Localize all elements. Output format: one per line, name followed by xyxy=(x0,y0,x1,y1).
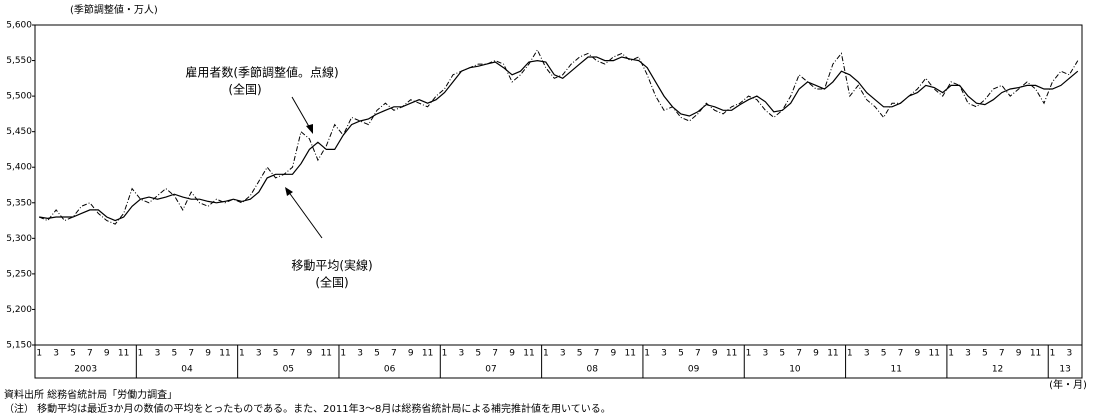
y-tick-label: 5,500 xyxy=(6,92,32,102)
y-tick-label: 5,450 xyxy=(6,127,32,137)
x-tick-label: 9 xyxy=(307,349,313,359)
arrow-head xyxy=(285,187,293,196)
x-tick-label: 11 xyxy=(929,349,940,359)
unit-label: (季節調整値・万人) xyxy=(70,3,158,16)
x-tick-label: 3 xyxy=(1066,349,1072,359)
x-tick-label: 1 xyxy=(138,349,144,359)
x-tick-label: 9 xyxy=(509,349,515,359)
x-tick-label: 7 xyxy=(898,349,904,359)
annotation: 移動平均(実線) xyxy=(291,258,372,273)
x-tick-label: 7 xyxy=(391,349,397,359)
x-tick-label: 3 xyxy=(53,349,59,359)
x-tick-label: 9 xyxy=(408,349,414,359)
x-tick-label: 7 xyxy=(594,349,600,359)
x-tick-label: 9 xyxy=(205,349,211,359)
x-tick-label: 11 xyxy=(625,349,636,359)
year-label: 13 xyxy=(1059,365,1070,375)
x-tick-label: 5 xyxy=(779,349,785,359)
y-tick-label: 5,550 xyxy=(6,56,32,66)
annotation-arrow xyxy=(291,96,312,131)
x-tick-label: 1 xyxy=(1050,349,1056,359)
y-tick-label: 5,150 xyxy=(6,341,32,351)
year-label: 2003 xyxy=(74,365,97,375)
x-tick-label: 11 xyxy=(321,349,332,359)
x-tick-label: 3 xyxy=(459,349,465,359)
series-line xyxy=(39,48,1079,225)
y-tick-label: 5,300 xyxy=(6,234,32,244)
x-tick-label: 3 xyxy=(256,349,262,359)
x-tick-label: 3 xyxy=(155,349,161,359)
year-label: 09 xyxy=(688,365,700,375)
x-tick-label: 11 xyxy=(523,349,534,359)
x-tick-label: 1 xyxy=(847,349,853,359)
annotation: 雇用者数(季節調整値。点線) xyxy=(185,65,338,80)
x-unit-label: (年・月) xyxy=(1049,378,1087,391)
x-tick-label: 11 xyxy=(422,349,433,359)
x-tick-label: 1 xyxy=(543,349,549,359)
annotation: (全国) xyxy=(228,82,261,97)
x-tick-label: 9 xyxy=(712,349,718,359)
x-tick-label: 3 xyxy=(864,349,870,359)
y-tick-label: 5,250 xyxy=(6,269,32,279)
x-tick-label: 3 xyxy=(357,349,363,359)
x-tick-label: 11 xyxy=(118,349,129,359)
x-tick-label: 9 xyxy=(914,349,920,359)
x-tick-label: 5 xyxy=(982,349,988,359)
series-line xyxy=(39,56,1079,222)
x-tick-label: 1 xyxy=(442,349,448,359)
x-tick-label: 5 xyxy=(171,349,177,359)
x-tick-label: 9 xyxy=(813,349,819,359)
annotation-arrow xyxy=(287,190,323,239)
x-tick-label: 5 xyxy=(678,349,684,359)
x-tick-label: 5 xyxy=(273,349,279,359)
x-tick-label: 11 xyxy=(1030,349,1041,359)
x-tick-label: 3 xyxy=(560,349,566,359)
x-tick-label: 5 xyxy=(881,349,887,359)
y-tick-label: 5,600 xyxy=(6,21,32,31)
x-tick-label: 7 xyxy=(999,349,1005,359)
note: （注） 移動平均は最近3か月の数値の平均をとったものである。また、2011年3～… xyxy=(4,402,611,415)
x-axis-box xyxy=(34,344,1083,379)
annotation: (全国) xyxy=(315,275,348,290)
y-tick-label: 5,400 xyxy=(6,163,32,173)
x-tick-label: 5 xyxy=(475,349,481,359)
year-label: 12 xyxy=(992,365,1003,375)
x-tick-label: 5 xyxy=(70,349,76,359)
x-tick-label: 9 xyxy=(611,349,617,359)
y-tick-label: 5,350 xyxy=(6,198,32,208)
x-tick-label: 7 xyxy=(492,349,498,359)
x-tick-label: 3 xyxy=(762,349,768,359)
x-tick-label: 3 xyxy=(965,349,971,359)
arrow-head xyxy=(306,124,313,134)
x-tick-label: 1 xyxy=(948,349,954,359)
x-tick-label: 1 xyxy=(746,349,752,359)
x-tick-label: 9 xyxy=(1016,349,1022,359)
x-tick-label: 11 xyxy=(726,349,737,359)
x-tick-label: 1 xyxy=(239,349,245,359)
x-tick-label: 5 xyxy=(374,349,380,359)
x-tick-label: 5 xyxy=(577,349,583,359)
x-tick-label: 1 xyxy=(644,349,650,359)
x-tick-label: 1 xyxy=(340,349,346,359)
source: 資料出所 総務省統計局「労働力調査」 xyxy=(4,388,177,401)
year-label: 11 xyxy=(891,365,902,375)
x-tick-label: 11 xyxy=(219,349,230,359)
x-tick-label: 7 xyxy=(290,349,296,359)
x-tick-label: 7 xyxy=(188,349,194,359)
year-label: 10 xyxy=(789,365,801,375)
y-tick-label: 5,200 xyxy=(6,305,32,315)
year-label: 06 xyxy=(384,365,396,375)
year-label: 05 xyxy=(283,365,294,375)
x-tick-label: 7 xyxy=(695,349,701,359)
x-tick-label: 7 xyxy=(796,349,802,359)
year-label: 07 xyxy=(485,365,496,375)
x-tick-label: 1 xyxy=(36,349,42,359)
x-tick-label: 7 xyxy=(87,349,93,359)
x-tick-label: 11 xyxy=(827,349,838,359)
x-tick-label: 9 xyxy=(104,349,110,359)
year-label: 04 xyxy=(181,365,193,375)
year-label: 08 xyxy=(587,365,599,375)
x-tick-label: 3 xyxy=(661,349,667,359)
